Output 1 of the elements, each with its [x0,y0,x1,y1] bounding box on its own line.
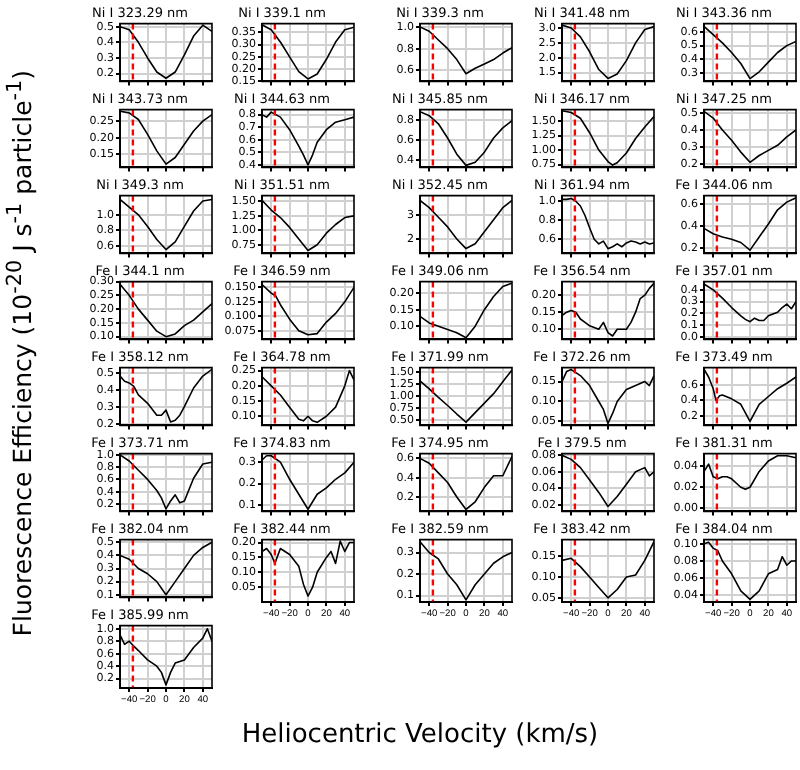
x-axis-title: Heliocentric Velocity (km/s) [239,720,601,750]
